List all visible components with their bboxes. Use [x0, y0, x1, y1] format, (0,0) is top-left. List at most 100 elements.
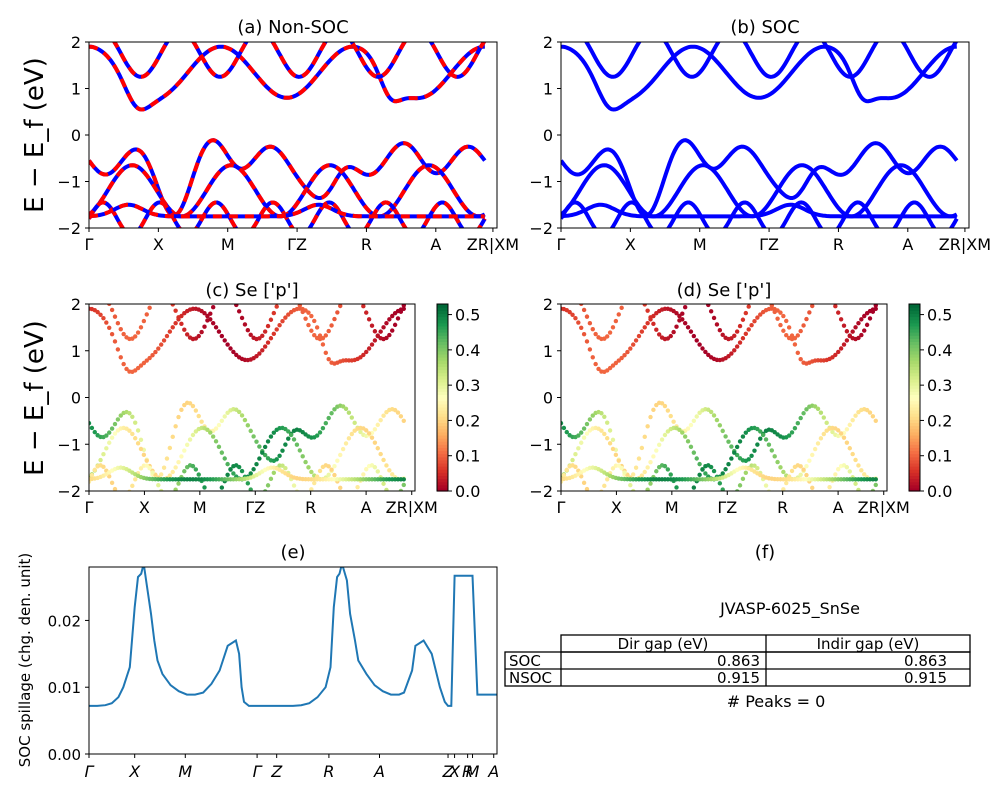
band-point: [729, 351, 734, 356]
band-point: [561, 421, 564, 426]
band-point: [109, 480, 115, 486]
band-point: [584, 314, 590, 319]
band-point: [199, 419, 204, 424]
band-point: [277, 322, 282, 328]
band-point: [398, 414, 404, 419]
band-point: [381, 457, 386, 463]
band-line: [89, 200, 487, 228]
band-point: [717, 423, 723, 428]
band-point: [758, 436, 763, 441]
colorbar-segment: [909, 335, 920, 339]
band-line: [89, 138, 487, 218]
band-point: [786, 325, 792, 330]
band-point: [734, 444, 740, 450]
band-point: [579, 440, 584, 445]
band-point: [573, 293, 577, 297]
gap-info-panel: JVASP-6025_SnSe Dir gap (eV) Indir gap (…: [504, 599, 971, 711]
band-point: [616, 458, 621, 463]
band-point: [208, 430, 213, 435]
band-point: [859, 493, 863, 497]
band-point: [268, 336, 274, 341]
band-point: [610, 325, 616, 330]
band-point: [193, 429, 199, 434]
band-point: [830, 298, 834, 302]
colorbar-tick-label: 0.3: [927, 376, 952, 395]
colorbar-segment: [909, 462, 920, 467]
band-line: [89, 163, 486, 219]
band-point: [130, 431, 135, 437]
band-point: [784, 332, 789, 338]
colorbar-segment: [909, 338, 920, 342]
band-point: [150, 353, 155, 358]
x-tick-label: R: [361, 235, 372, 254]
band-point: [167, 329, 173, 334]
band-point: [581, 480, 587, 486]
colorbar-segment: [437, 444, 448, 448]
band-point: [824, 420, 829, 426]
band-point: [584, 486, 590, 491]
band-point: [769, 304, 775, 308]
band-point: [341, 491, 345, 495]
band-point: [819, 496, 823, 500]
band-point: [179, 321, 184, 327]
band-point: [225, 342, 230, 347]
band-point: [112, 339, 118, 344]
colorbar-segment: [909, 431, 920, 436]
band-point: [254, 461, 259, 467]
panel-c-projected-bands: −2 −1 0 1 2 Γ X M ΓZ R A ZR|XM: [57, 295, 437, 517]
band-point: [590, 355, 595, 360]
panel-e-title: (e): [280, 542, 305, 563]
colorbar-segment: [909, 347, 920, 352]
band-point: [801, 467, 806, 472]
band-point: [651, 454, 656, 459]
band-point: [844, 338, 850, 343]
band-point: [257, 336, 262, 341]
colorbar-segment: [437, 484, 448, 489]
band-point: [665, 408, 671, 413]
band-point: [326, 464, 331, 469]
band-point: [818, 410, 824, 415]
band-point: [205, 427, 210, 432]
band-point: [755, 466, 760, 471]
colorbar-segment: [909, 481, 920, 486]
band-point: [819, 291, 823, 295]
x-tick-label: X: [448, 762, 461, 781]
band-point: [283, 442, 288, 447]
band-point: [210, 320, 216, 326]
band-point: [561, 425, 567, 431]
colorbar-segment: [909, 353, 920, 358]
x-tick-label: A: [361, 498, 372, 517]
band-point: [187, 437, 193, 442]
band-point: [593, 496, 597, 500]
colorbar-segment: [437, 356, 448, 361]
x-tick-label: R: [305, 498, 316, 517]
band-point: [640, 297, 644, 301]
band-point: [565, 292, 569, 296]
x-tick-label: R: [462, 762, 473, 781]
band-point: [352, 420, 357, 426]
colorbar-segment: [909, 487, 920, 492]
band-point: [95, 309, 100, 315]
x-tick-label: A: [430, 235, 441, 254]
band-point: [573, 464, 578, 470]
band-point: [338, 304, 343, 309]
band-point: [873, 477, 878, 482]
band-point: [168, 495, 172, 499]
band-point: [176, 481, 181, 486]
colorbar-segment: [437, 313, 448, 318]
band-point: [862, 472, 867, 477]
colorbar-segment: [909, 438, 920, 442]
band-point: [789, 333, 795, 338]
colorbar-segment: [437, 400, 448, 405]
colorbar-segment: [909, 419, 920, 424]
band-point: [847, 446, 852, 451]
band-point: [216, 329, 222, 334]
band-point: [387, 468, 392, 473]
band-point: [605, 420, 610, 425]
col-header-indir: Indir gap (eV): [817, 635, 920, 653]
band-point: [364, 349, 369, 355]
band-point: [144, 312, 149, 317]
colorbar-segment: [437, 425, 448, 430]
gap-table: [504, 634, 971, 687]
band-point: [288, 432, 294, 438]
